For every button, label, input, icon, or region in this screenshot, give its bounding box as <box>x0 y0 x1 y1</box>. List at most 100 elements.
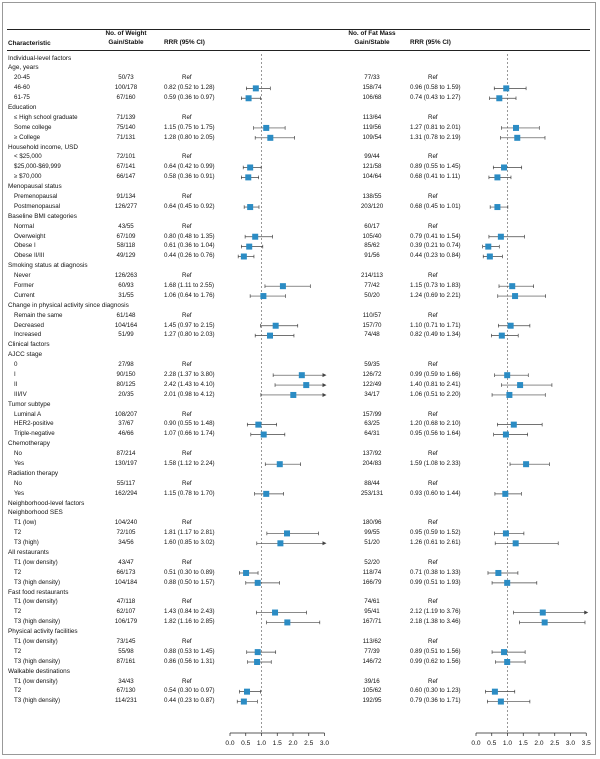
fat-rrr-60: 0.89 (0.51 to 1.56) <box>410 647 461 655</box>
fat-point-57 <box>541 619 548 626</box>
fat-n-7: 119/56 <box>362 123 382 131</box>
fat-point-60 <box>501 649 508 656</box>
weight-tick-label-3: 1.5 <box>273 740 282 747</box>
category-label-0: Individual-level factors <box>8 54 72 62</box>
weight-n-60: 55/98 <box>118 647 134 655</box>
fat-rrr-53: 0.99 (0.51 to 1.93) <box>410 578 461 586</box>
fat-tick-label-4: 2.0 <box>534 740 543 747</box>
weight-point-18 <box>252 233 259 240</box>
fat-rrr-2: Ref <box>428 74 438 82</box>
weight-n-47: 104/240 <box>114 519 138 527</box>
weight-tick-label-6: 3.0 <box>320 740 329 747</box>
weight-point-60 <box>254 649 261 656</box>
weight-rrr-2: Ref <box>182 74 192 82</box>
row-label-56: T2 <box>14 608 22 616</box>
row-label-23: Former <box>14 281 34 289</box>
row-label-32: I <box>14 370 16 378</box>
weight-n-24: 31/55 <box>118 291 134 299</box>
fat-tick-label-7: 3.5 <box>582 740 591 747</box>
weight-n-65: 114/231 <box>115 697 137 705</box>
fat-rrr-33: 1.40 (0.81 to 2.41) <box>410 380 461 388</box>
fat-point-37 <box>510 421 517 428</box>
row-label-27: Decreased <box>14 321 44 329</box>
weight-n-7: 75/140 <box>116 123 136 131</box>
fat-point-41 <box>523 461 530 468</box>
fat-point-23 <box>509 283 516 290</box>
fat-point-34 <box>506 391 513 398</box>
fat-rrr-63: Ref <box>428 677 438 685</box>
fat-n-37: 63/25 <box>364 420 380 428</box>
weight-point-28 <box>267 332 274 339</box>
weight-point-7 <box>263 124 270 131</box>
weight-rrr-43: Ref <box>182 479 192 487</box>
header-characteristic: Characteristic <box>8 40 51 47</box>
weight-point-48 <box>284 530 291 537</box>
weight-ci-arrow-49 <box>322 541 327 546</box>
fat-n-26: 110/57 <box>362 311 382 319</box>
fat-n-38: 64/31 <box>364 430 380 438</box>
fat-rrr-20: 0.44 (0.23 to 0.84) <box>410 252 461 260</box>
weight-point-57 <box>284 619 291 626</box>
weight-point-19 <box>246 243 253 250</box>
row-label-34: III/IV <box>14 390 27 398</box>
fat-rrr-47: Ref <box>428 519 438 527</box>
weight-n-64: 67/130 <box>116 687 136 695</box>
row-label-37: HER2-positive <box>14 420 54 428</box>
header-weight-rrr: RRR (95% CI) <box>164 39 205 46</box>
fat-n-17: 60/17 <box>364 222 380 230</box>
category-label-29: Clinical factors <box>8 341 50 349</box>
weight-rrr-57: 1.82 (1.16 to 2.85) <box>164 618 215 626</box>
row-label-2: 20-45 <box>14 74 30 82</box>
weight-n-4: 67/160 <box>116 94 136 102</box>
weight-n-34: 20/35 <box>118 390 134 398</box>
fat-rrr-22: Ref <box>428 272 438 280</box>
weight-point-38 <box>260 431 267 438</box>
row-label-31: 0 <box>14 361 18 369</box>
fat-n-63: 39/16 <box>364 677 380 685</box>
weight-point-3 <box>252 85 259 92</box>
weight-rrr-36: Ref <box>182 410 192 418</box>
weight-rrr-10: Ref <box>182 153 192 161</box>
row-label-15: Postmenopausal <box>14 202 61 210</box>
category-label-16: Baseline BMI categories <box>8 212 77 220</box>
fat-rrr-3: 0.96 (0.58 to 1.59) <box>410 84 461 92</box>
category-label-42: Radiation therapy <box>8 469 59 477</box>
fat-rrr-64: 0.60 (0.30 to 1.23) <box>410 687 461 695</box>
fat-point-61 <box>504 658 511 665</box>
weight-n-27: 104/164 <box>114 321 138 329</box>
row-label-18: Overweight <box>14 232 46 240</box>
fat-point-18 <box>497 233 504 240</box>
fat-n-57: 167/71 <box>362 618 382 626</box>
fat-n-61: 146/72 <box>362 657 382 665</box>
weight-point-11 <box>247 164 254 171</box>
category-label-35: Tumor subtype <box>8 400 51 408</box>
weight-rrr-31: Ref <box>182 361 192 369</box>
weight-rrr-55: Ref <box>182 598 192 606</box>
weight-rrr-17: Ref <box>182 222 192 230</box>
fat-tick-label-3: 1.5 <box>519 740 528 747</box>
fat-n-19: 85/62 <box>364 242 380 250</box>
weight-n-49: 34/56 <box>118 539 134 547</box>
weight-tick-label-2: 1.0 <box>257 740 266 747</box>
fat-point-11 <box>501 164 508 171</box>
row-label-53: T3 (high density) <box>14 578 61 586</box>
fat-rrr-7: 1.27 (0.81 to 2.01) <box>410 123 461 131</box>
weight-n-10: 72/101 <box>116 153 136 161</box>
weight-ci-arrow-34 <box>322 392 327 397</box>
weight-rrr-22: Ref <box>182 272 192 280</box>
weight-n-28: 51/99 <box>118 331 134 339</box>
category-label-54: Fast food restaurants <box>8 588 69 596</box>
weight-n-43: 55/117 <box>116 479 136 487</box>
row-label-14: Premenopausal <box>14 192 58 200</box>
weight-n-53: 104/184 <box>114 578 138 586</box>
weight-ci-arrow-32 <box>322 373 327 378</box>
weight-point-12 <box>245 174 252 181</box>
fat-n-55: 74/61 <box>364 598 380 606</box>
row-label-60: T2 <box>14 647 22 655</box>
fat-n-20: 91/56 <box>364 252 380 260</box>
row-label-49: T3 (high) <box>14 539 39 547</box>
weight-rrr-38: 1.07 (0.66 to 1.74) <box>164 430 215 438</box>
row-label-8: ≥ College <box>14 133 41 141</box>
fat-rrr-19: 0.39 (0.21 to 0.74) <box>410 242 461 250</box>
fat-point-52 <box>495 569 502 576</box>
